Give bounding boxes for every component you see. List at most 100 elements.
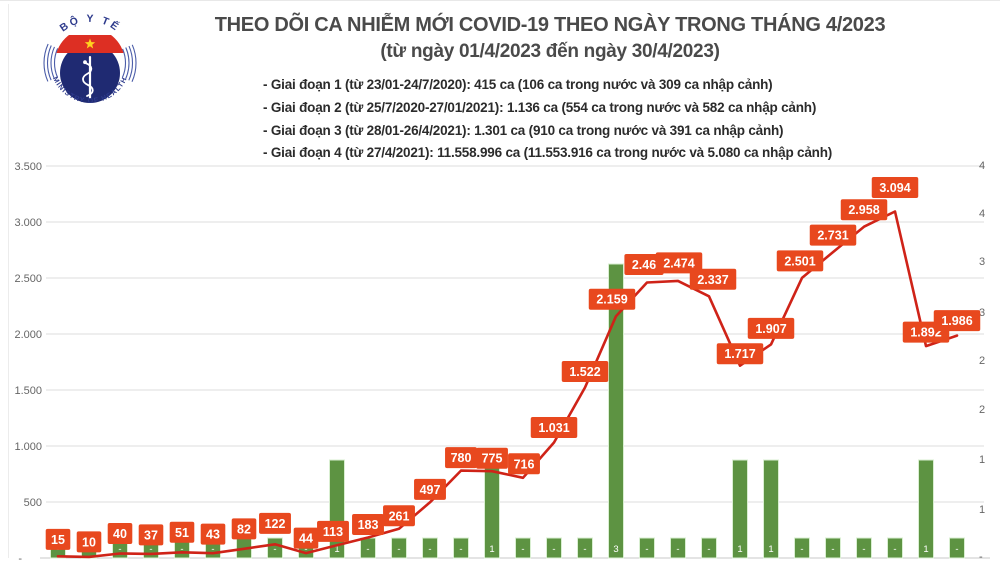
- case-count-label-box-day-22: [689, 268, 737, 290]
- bar-value-label-day-21: -: [676, 544, 679, 555]
- left-axis-tick-label: 1.500: [14, 385, 42, 397]
- case-count-label-box-day-24: [747, 317, 795, 339]
- case-count-label-day-4: 37: [144, 528, 158, 542]
- case-count-label-day-17: 1.031: [538, 421, 569, 435]
- chart-title: THEO DÕI CA NHIỄM MỚI COVID-19 THEO NGÀY…: [214, 14, 886, 36]
- bar-value-label-day-9: -: [304, 544, 307, 555]
- case-count-label-day-16: 716: [514, 457, 535, 471]
- bar-value-label-day-8: -: [273, 544, 276, 555]
- case-count-label-box-day-19: [588, 288, 636, 310]
- case-count-label-day-24: 1.907: [755, 322, 786, 336]
- left-axis-tick-label: 3.500: [14, 161, 42, 173]
- case-count-label-box-day-14: [445, 447, 477, 469]
- case-count-label-day-5: 51: [175, 526, 189, 540]
- bar-day-17: [546, 537, 562, 559]
- bar-value-label-day-26: -: [831, 544, 834, 555]
- case-count-label-day-9: 44: [299, 532, 313, 546]
- right-axis-tick-label: 3: [979, 307, 985, 319]
- case-count-label-box-day-5: [169, 521, 195, 543]
- bar-day-14: [453, 537, 469, 559]
- phase-line-1: - Giai đoạn 1 (từ 23/01-24/7/2020): 415 …: [263, 77, 773, 92]
- bar-value-label-day-27: -: [862, 544, 865, 555]
- bar-value-label-day-25: -: [800, 544, 803, 555]
- left-axis-tick-label: 1.000: [14, 441, 42, 453]
- bar-value-label-day-16: -: [521, 544, 524, 555]
- bar-day-19: [608, 263, 624, 559]
- case-count-label-box-day-3: [107, 523, 133, 545]
- case-count-label-day-18: 1.522: [569, 365, 600, 379]
- bar-value-label-day-12: -: [397, 544, 400, 555]
- right-axis-tick-label: 3: [979, 256, 985, 268]
- case-count-label-box-day-21: [655, 252, 703, 274]
- case-count-label-day-13: 497: [420, 483, 441, 497]
- phase-line-2: - Giai đoạn 2 (từ 25/7/2020-27/01/2021):…: [263, 99, 817, 115]
- left-axis-tick-label: 2.000: [14, 329, 42, 341]
- bar-value-label-day-5: -: [180, 544, 183, 555]
- case-count-label-box-day-9: [293, 527, 319, 549]
- right-axis-tick-label: -: [979, 551, 983, 562]
- case-count-label-box-day-30: [933, 310, 981, 332]
- bar-value-label-day-4: -: [149, 544, 152, 555]
- bar-day-22: [701, 537, 717, 559]
- case-count-label-day-11: 183: [358, 518, 379, 532]
- bar-day-16: [515, 537, 531, 559]
- phase-summary-block: - Giai đoạn 1 (từ 23/01-24/7/2020): 415 …: [263, 74, 832, 165]
- bar-day-18: [577, 537, 593, 559]
- case-count-label-day-30: 1.986: [941, 314, 972, 328]
- case-count-label-day-27: 2.958: [848, 203, 879, 217]
- bar-value-label-day-30: -: [955, 544, 958, 555]
- case-count-label-box-day-12: [383, 505, 415, 527]
- bar-day-26: [825, 537, 841, 559]
- cases-line: [56, 210, 959, 559]
- case-count-label-day-2: 10: [82, 535, 96, 549]
- right-axis-tick-label: 4: [979, 208, 985, 220]
- case-count-label-box-day-10: [317, 520, 349, 542]
- bar-value-label-day-14: -: [459, 544, 462, 555]
- bar-day-29: [918, 459, 934, 559]
- case-count-label-box-day-11: [352, 514, 384, 536]
- case-count-label-day-7: 82: [237, 522, 251, 536]
- case-count-label-box-day-28: [871, 176, 919, 198]
- case-count-label-day-26: 2.731: [817, 229, 848, 243]
- case-count-label-box-day-2: [76, 531, 102, 553]
- phase-line-4: - Giai đoạn 4 (từ 27/4/2021): 11.558.996…: [263, 145, 833, 161]
- case-count-label-day-8: 122: [265, 517, 286, 531]
- bar-value-label-day-19: 3: [613, 544, 618, 555]
- case-count-label-day-3: 40: [113, 527, 127, 541]
- right-axis-tick-label: 2: [979, 355, 985, 367]
- case-count-label-box-day-13: [414, 478, 446, 500]
- ministry-of-health-logo: BỘ Y TẾ MINISTRY OF HEALTH: [43, 13, 137, 110]
- bar-value-label-day-6: -: [211, 544, 214, 555]
- bar-day-24: [763, 459, 779, 559]
- case-count-label-box-day-23: [716, 343, 764, 365]
- bar-value-label-day-17: -: [552, 544, 555, 555]
- right-axis-tick-label: 2: [979, 404, 985, 416]
- case-count-label-box-day-26: [809, 224, 857, 246]
- bar-day-21: [670, 537, 686, 559]
- case-count-label-box-day-15: [476, 447, 508, 469]
- right-axis-tick-label: 4: [979, 160, 985, 172]
- bar-value-label-day-15: 1: [489, 544, 494, 555]
- bar-day-12: [391, 537, 407, 559]
- case-count-label-day-23: 1.717: [724, 347, 755, 361]
- case-count-label-box-day-20: [624, 253, 664, 275]
- case-count-label-box-day-27: [840, 199, 888, 221]
- left-axis-tick-label: 3.000: [14, 217, 42, 229]
- chart-subtitle: (từ ngày 01/4/2023 đến ngày 30/4/2023): [380, 41, 720, 62]
- case-count-label-day-22: 2.337: [697, 273, 728, 287]
- bar-value-label-day-23: 1: [737, 544, 742, 555]
- case-count-label-day-19: 2.159: [596, 293, 627, 307]
- page-left-border: [8, 4, 9, 558]
- bar-day-30: [949, 537, 965, 559]
- bar-day-28: [887, 537, 903, 559]
- case-count-label-box-day-16: [508, 453, 540, 475]
- bar-day-23: [732, 459, 748, 559]
- logo-staff-snake-icon: [82, 56, 94, 99]
- bar-value-label-day-29: 1: [923, 544, 928, 555]
- bar-day-25: [794, 537, 810, 559]
- case-count-label-day-21: 2.474: [663, 256, 694, 270]
- left-axis-tick-label: 2.500: [14, 273, 42, 285]
- logo-star-icon: [84, 38, 96, 49]
- case-count-label-day-10: 113: [323, 525, 343, 539]
